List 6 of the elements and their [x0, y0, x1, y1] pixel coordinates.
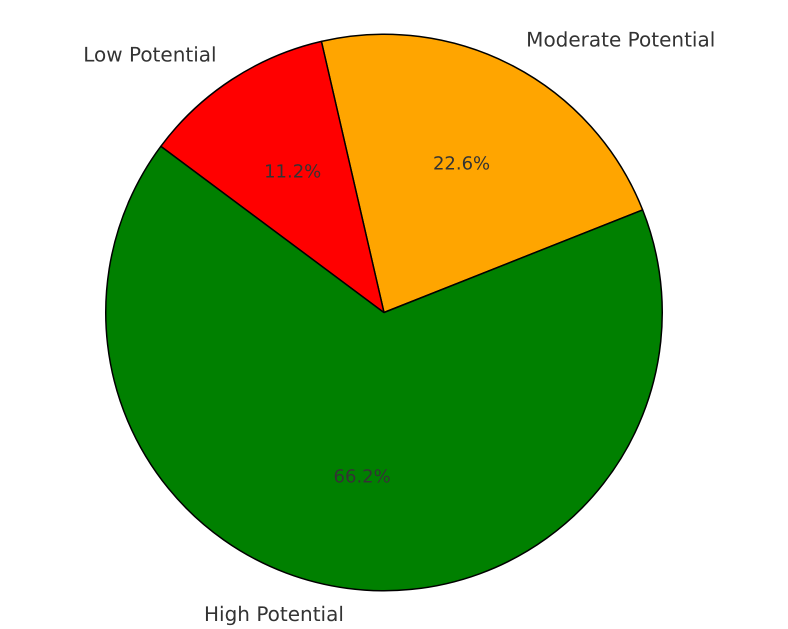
data-label: 11.2% [264, 161, 322, 182]
slice-label: Moderate Potential [526, 28, 716, 52]
data-label: 22.6% [432, 153, 490, 174]
data-label: 66.2% [334, 466, 391, 488]
slice-label: Low Potential [83, 42, 217, 66]
slice-label: High Potential [204, 602, 344, 626]
